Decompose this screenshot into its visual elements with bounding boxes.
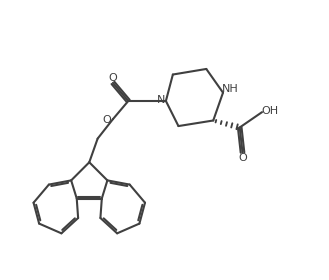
Text: NH: NH [222, 84, 238, 94]
Text: OH: OH [262, 106, 279, 116]
Text: O: O [108, 73, 117, 83]
Text: O: O [102, 115, 111, 125]
Text: N: N [157, 95, 165, 106]
Text: O: O [239, 153, 247, 163]
